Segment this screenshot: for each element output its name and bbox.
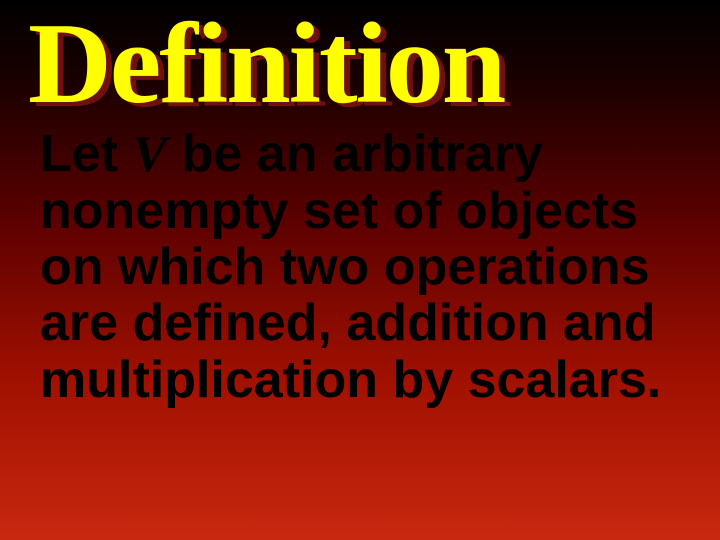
variable-v: V [132, 126, 167, 183]
body-prefix: Let [40, 125, 132, 183]
definition-body: Let V be an arbitrary nonempty set of ob… [40, 126, 688, 408]
slide-title: Definition [28, 6, 504, 122]
